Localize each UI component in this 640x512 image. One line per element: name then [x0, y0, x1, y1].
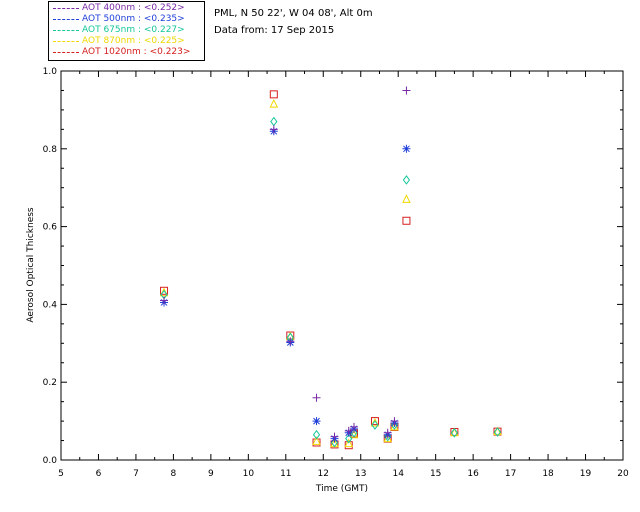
data-point-triangle: [312, 436, 321, 445]
data-point-plus: [402, 86, 411, 95]
legend-label: AOT 400nm : <0.252>: [82, 3, 185, 13]
x-tick-label: 6: [96, 469, 102, 479]
chart-marks: [159, 86, 502, 450]
legend-label: AOT 500nm : <0.235>: [82, 14, 185, 24]
x-tick-label: 19: [580, 469, 592, 479]
x-tick-label: 16: [467, 469, 479, 479]
x-axis-label: Time (GMT): [315, 484, 368, 494]
x-tick-label: 13: [355, 469, 366, 479]
plot-frame: [60, 70, 624, 461]
x-tick-label: 9: [208, 469, 214, 479]
data-point-plus: [390, 417, 399, 426]
data-point-asterisk: [312, 417, 321, 426]
y-tick-label: 1.0: [43, 67, 58, 77]
data-point-triangle: [402, 194, 411, 203]
data-point-diamond: [270, 116, 278, 127]
legend-line-swatch: [53, 41, 79, 42]
data-point-square: [269, 90, 278, 99]
data-point-plus: [312, 393, 321, 402]
data-point-diamond: [450, 427, 459, 438]
data-point-triangle: [450, 427, 459, 437]
x-tick-label: 18: [542, 469, 554, 479]
data-point-triangle: [269, 98, 279, 108]
data-point-square: [402, 216, 411, 225]
x-tick-label: 8: [171, 469, 177, 479]
y-axis-label: Aerosol Optical Thickness: [26, 207, 36, 323]
legend: AOT 400nm : <0.252> AOT 500nm : <0.235> AO…: [48, 1, 205, 61]
legend-line-swatch: [53, 52, 79, 53]
data-point-square: [370, 417, 379, 426]
data-point-asterisk: [402, 144, 411, 153]
y-tick-label: 0.2: [43, 378, 57, 388]
data-point-plus: [286, 337, 295, 346]
y-tick-label: 0.0: [43, 456, 58, 466]
x-tick-label: 11: [280, 469, 291, 479]
x-tick-label: 17: [505, 469, 516, 479]
legend-entry: AOT 400nm : <0.252>: [49, 3, 204, 14]
x-tick-label: 15: [430, 469, 441, 479]
location-text: PML, N 50 22', W 04 08', Alt 0m: [214, 8, 373, 19]
data-point-plus: [344, 426, 353, 435]
legend-label: AOT 675nm : <0.227>: [82, 25, 185, 35]
legend-line-swatch: [53, 30, 79, 31]
data-point-diamond: [402, 175, 411, 185]
x-tick-label: 10: [243, 469, 255, 479]
data-point-plus: [269, 125, 278, 134]
data-point-plus: [349, 422, 358, 431]
y-tick-label: 0.4: [43, 300, 58, 310]
y-tick-label: 0.6: [43, 223, 58, 233]
data-point-plus: [330, 432, 339, 441]
x-tick-label: 20: [617, 469, 629, 479]
x-tick-label: 5: [58, 469, 64, 479]
data-point-diamond: [345, 433, 353, 444]
legend-entry: AOT 1020nm : <0.223>: [49, 47, 204, 58]
legend-label: AOT 870nm : <0.225>: [82, 36, 185, 46]
data-point-triangle: [344, 438, 354, 448]
date-text: Data from: 17 Sep 2015: [214, 25, 335, 36]
data-point-square: [344, 441, 353, 450]
data-point-diamond: [312, 429, 321, 440]
data-point-diamond: [371, 420, 379, 430]
data-point-diamond: [493, 427, 502, 437]
data-point-diamond: [390, 420, 399, 430]
legend-line-swatch: [53, 8, 79, 9]
axis-ticks: 5 6 7 8 9 10 11 12 13 14 15 16 17 18 19 20 0.0 0.2 0.4 0.6 0…: [43, 67, 629, 479]
x-tick-label: 7: [133, 469, 139, 479]
data-point-plus: [160, 296, 169, 305]
data-point-plus: [383, 428, 392, 437]
legend-entry: AOT 675nm : <0.227>: [49, 25, 204, 36]
legend-entry: AOT 870nm : <0.225>: [49, 36, 204, 47]
data-point-square: [160, 286, 169, 295]
y-tick-label: 0.8: [43, 145, 58, 155]
x-tick-label: 12: [318, 469, 329, 479]
legend-entry: AOT 500nm : <0.235>: [49, 14, 204, 25]
data-point-diamond: [384, 431, 392, 442]
legend-label: AOT 1020nm : <0.223>: [82, 47, 191, 57]
x-tick-label: 14: [392, 469, 404, 479]
legend-line-swatch: [53, 19, 79, 20]
